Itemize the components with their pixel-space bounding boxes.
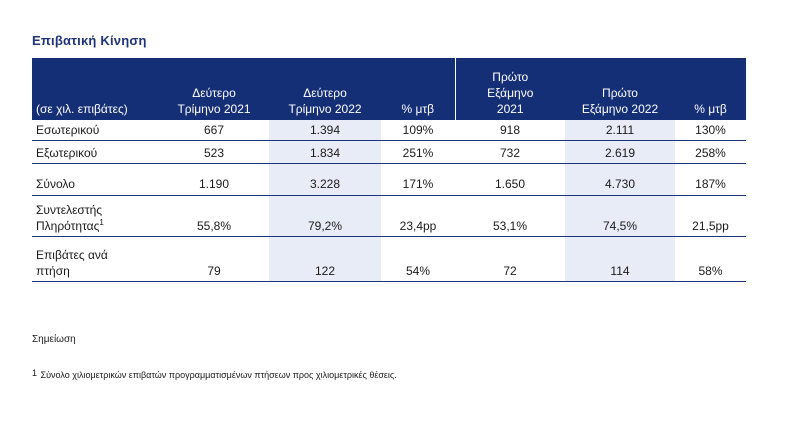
- header-h1-2022: Πρώτο Εξάμηνο 2022: [565, 58, 675, 120]
- table-cell: 55,8%: [159, 195, 269, 237]
- table-cell: 667: [159, 120, 269, 141]
- row-label: Εσωτερικού: [32, 120, 159, 141]
- header-q2-2022: Δεύτερο Τρίμηνο 2022: [269, 58, 381, 120]
- table-cell: 732: [455, 140, 565, 164]
- table-cell: 23,4pp: [381, 195, 455, 237]
- table-row: Επιβάτες ανά πτήση 79 122 54% 72 114 58%: [32, 236, 746, 282]
- row-label: Συντελεστής Πληρότητας1: [32, 195, 159, 237]
- table-cell: 1.834: [269, 140, 381, 164]
- table-header-row: (σε χιλ. επιβάτες) Δεύτερο Τρίμηνο 2021 …: [32, 58, 746, 120]
- table-cell: 72: [455, 236, 565, 282]
- table-cell: 523: [159, 140, 269, 164]
- header-yoy-quarter: % μτβ: [381, 58, 455, 120]
- table-cell: 187%: [675, 163, 746, 196]
- table-cell: 130%: [675, 120, 746, 141]
- footnote-mark: 1: [32, 368, 38, 378]
- header-unit: (σε χιλ. επιβάτες): [32, 58, 159, 120]
- table-row: Εσωτερικού 667 1.394 109% 918 2.111 130%: [32, 120, 746, 141]
- table-cell: 3.228: [269, 163, 381, 196]
- table-cell: 1.650: [455, 163, 565, 196]
- row-label: Σύνολο: [32, 163, 159, 196]
- passenger-traffic-table: (σε χιλ. επιβάτες) Δεύτερο Τρίμηνο 2021 …: [32, 58, 746, 282]
- header-h1-2021: Πρώτο Εξάμηνο 2021: [454, 58, 565, 120]
- page-title: Επιβατική Κίνηση: [32, 33, 147, 48]
- table-cell: 1.190: [159, 163, 269, 196]
- note-label: Σημείωση: [32, 334, 76, 345]
- table-cell: 4.730: [565, 163, 675, 196]
- table-cell: 2.111: [565, 120, 675, 141]
- table-cell: 1.394: [269, 120, 381, 141]
- table-cell: 122: [269, 236, 381, 282]
- table-cell: 2.619: [565, 140, 675, 164]
- table-cell: 74,5%: [565, 195, 675, 237]
- row-label: Εξωτερικού: [32, 140, 159, 164]
- table-cell: 21,5pp: [675, 195, 746, 237]
- header-q2-2021: Δεύτερο Τρίμηνο 2021: [159, 58, 269, 120]
- table-row: Σύνολο 1.190 3.228 171% 1.650 4.730 187%: [32, 163, 746, 196]
- header-yoy-half: % μτβ: [675, 58, 746, 120]
- table-cell: 109%: [381, 120, 455, 141]
- footnote-ref: 1: [99, 218, 104, 227]
- table-cell: 54%: [381, 236, 455, 282]
- table-row: Εξωτερικού 523 1.834 251% 732 2.619 258%: [32, 140, 746, 164]
- table-row: Συντελεστής Πληρότητας1 55,8% 79,2% 23,4…: [32, 195, 746, 237]
- table-cell: 171%: [381, 163, 455, 196]
- table-cell: 79,2%: [269, 195, 381, 237]
- footnote: 1 Σύνολο χιλιομετρικών επιβατών προγραμμ…: [32, 368, 397, 380]
- table-cell: 114: [565, 236, 675, 282]
- table-cell: 251%: [381, 140, 455, 164]
- row-label: Επιβάτες ανά πτήση: [32, 236, 159, 282]
- footnote-text: Σύνολο χιλιομετρικών επιβατών προγραμματ…: [40, 370, 397, 380]
- table-cell: 58%: [675, 236, 746, 282]
- table-cell: 918: [455, 120, 565, 141]
- table-cell: 53,1%: [455, 195, 565, 237]
- table-cell: 258%: [675, 140, 746, 164]
- table-cell: 79: [159, 236, 269, 282]
